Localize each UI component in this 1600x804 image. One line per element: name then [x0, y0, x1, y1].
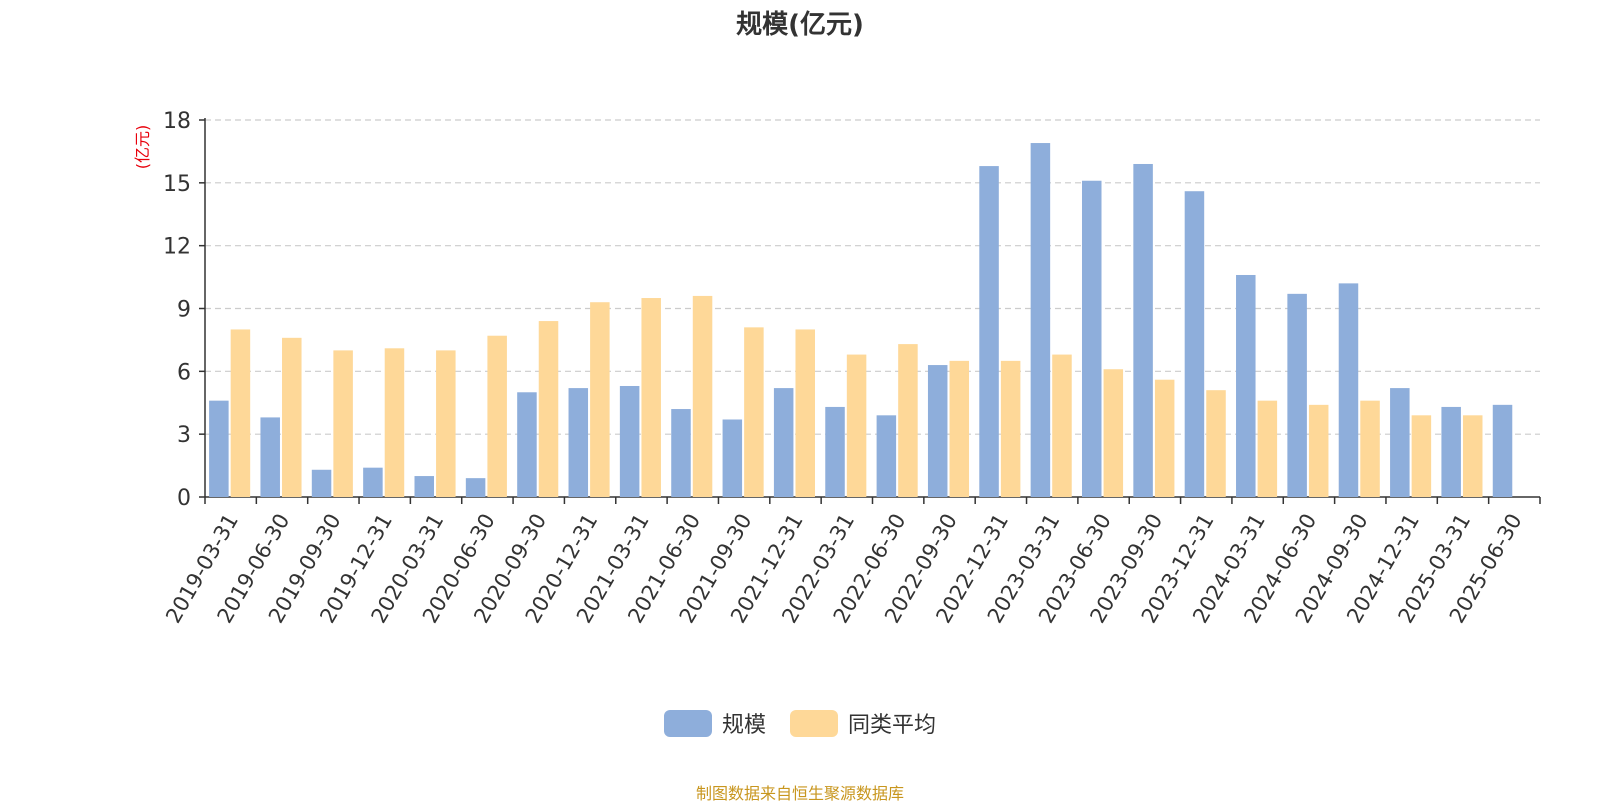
bar-peer-average-2024-06-30 — [1308, 404, 1329, 497]
bar-scale-2020-06-30 — [465, 478, 486, 497]
bar-scale-2023-06-30 — [1081, 180, 1102, 497]
y-tick-label: 6 — [177, 360, 191, 385]
bar-peer-average-2023-09-30 — [1154, 379, 1175, 497]
bar-scale-2022-03-31 — [825, 406, 845, 497]
y-tick-label: 12 — [163, 235, 191, 260]
bar-scale-2021-12-31 — [773, 388, 794, 497]
bar-peer-average-2019-09-30 — [333, 350, 353, 497]
legend-item-peer-average[interactable]: 同类平均 — [790, 707, 936, 739]
y-tick-label: 18 — [163, 109, 191, 134]
bar-scale-2020-03-31 — [414, 476, 435, 497]
bar-peer-average-2021-06-30 — [692, 295, 713, 497]
legend-label-scale: 规模 — [721, 713, 766, 738]
bar-peer-average-2023-12-31 — [1206, 390, 1226, 497]
y-tick-label: 15 — [163, 172, 191, 197]
legend-swatch-scale — [663, 709, 712, 737]
bar-peer-average-2022-12-31 — [1000, 360, 1021, 497]
bar-scale-2023-03-31 — [1030, 143, 1051, 498]
bar-peer-average-2023-03-31 — [1052, 354, 1072, 497]
bar-scale-2024-03-31 — [1236, 274, 1256, 497]
bar-scale-2019-12-31 — [363, 467, 383, 497]
bar-scale-2022-06-30 — [876, 415, 897, 497]
bar-peer-average-2019-12-31 — [384, 348, 405, 497]
y-tick-label: 0 — [177, 486, 191, 511]
bar-peer-average-2021-03-31 — [641, 298, 661, 497]
bar-peer-average-2020-12-31 — [590, 302, 610, 497]
bar-scale-2025-03-31 — [1441, 406, 1461, 497]
bar-scale-2024-09-30 — [1338, 283, 1359, 497]
bar-scale-2025-06-30 — [1492, 404, 1513, 497]
bar-peer-average-2021-09-30 — [744, 327, 764, 497]
bar-scale-2023-09-30 — [1133, 163, 1153, 497]
bar-peer-average-2024-12-31 — [1411, 415, 1432, 497]
bar-peer-average-2019-06-30 — [282, 337, 302, 497]
legend: 规模 同类平均 — [0, 707, 1600, 739]
bar-scale-2023-12-31 — [1184, 191, 1205, 497]
bar-scale-2024-06-30 — [1287, 293, 1307, 497]
y-axis-title: (亿元) — [133, 125, 152, 170]
y-tick-label: 9 — [177, 298, 191, 323]
source-note: 制图数据来自恒生聚源数据库 — [695, 784, 904, 803]
legend-label-peer-average: 同类平均 — [848, 713, 937, 738]
bar-peer-average-2025-03-31 — [1462, 415, 1483, 497]
bar-scale-2019-09-30 — [311, 469, 332, 497]
bar-scale-2019-03-31 — [209, 400, 229, 497]
bar-peer-average-2022-06-30 — [898, 344, 918, 497]
bar-peer-average-2023-06-30 — [1103, 369, 1124, 497]
bar-peer-average-2020-06-30 — [487, 335, 507, 497]
bar-peer-average-2020-09-30 — [538, 321, 559, 497]
y-tick-label: 3 — [177, 423, 191, 448]
bar-peer-average-2021-12-31 — [795, 329, 815, 497]
bar-scale-2020-12-31 — [568, 388, 589, 497]
bar-scale-2020-09-30 — [517, 392, 537, 497]
bar-scale-2021-09-30 — [722, 419, 743, 497]
chart-title: 规模(亿元) — [736, 10, 864, 40]
bar-peer-average-2019-03-31 — [230, 329, 251, 497]
bar-scale-2024-12-31 — [1390, 388, 1410, 497]
bar-scale-2021-03-31 — [619, 385, 640, 497]
legend-swatch-peer-average — [790, 709, 838, 737]
bar-scale-2021-06-30 — [671, 409, 691, 497]
legend-item-scale[interactable]: 规模 — [663, 707, 766, 739]
bar-scale-2019-06-30 — [260, 417, 280, 497]
bar-peer-average-2022-09-30 — [949, 360, 970, 497]
bar-peer-average-2022-03-31 — [846, 354, 867, 497]
bar-peer-average-2024-03-31 — [1257, 400, 1278, 497]
bar-scale-2022-09-30 — [927, 365, 948, 497]
bar-scale-2022-12-31 — [979, 166, 999, 498]
bar-peer-average-2024-09-30 — [1360, 400, 1380, 497]
bar-peer-average-2020-03-31 — [436, 350, 456, 497]
